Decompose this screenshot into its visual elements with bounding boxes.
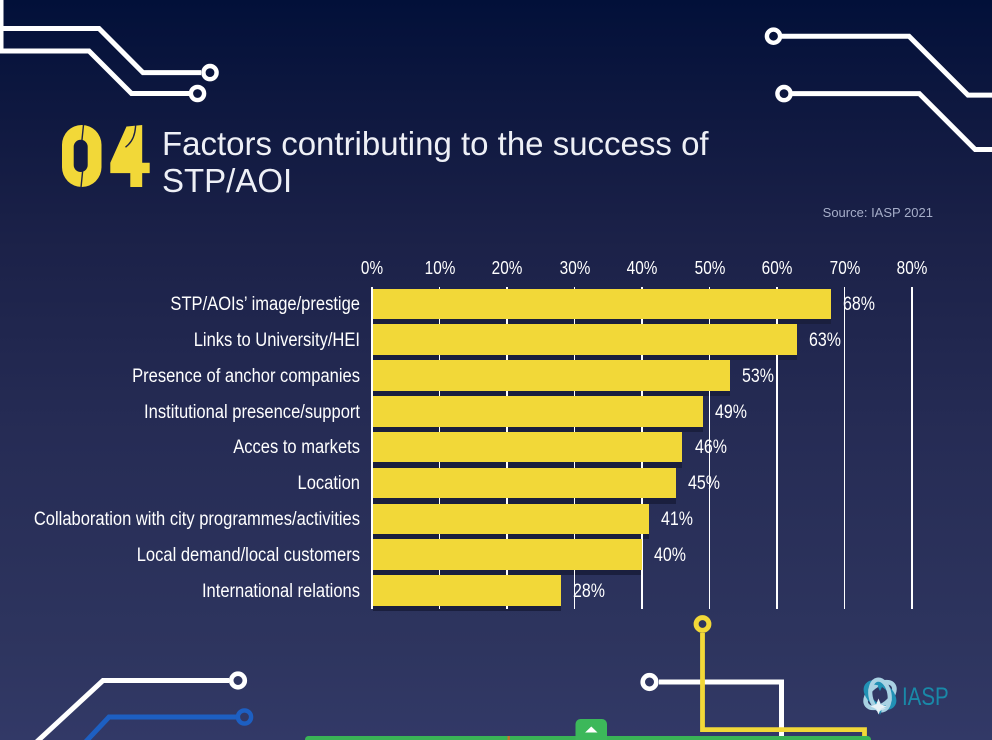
svg-text:IASP: IASP	[902, 682, 949, 710]
